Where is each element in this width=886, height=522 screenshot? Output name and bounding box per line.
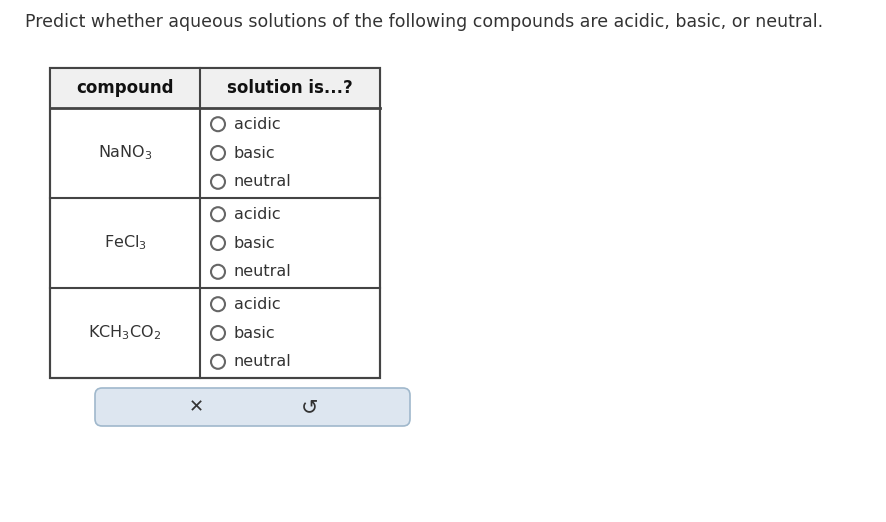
Circle shape xyxy=(211,355,225,369)
Text: solution is...?: solution is...? xyxy=(227,79,353,97)
Text: basic: basic xyxy=(234,326,276,340)
Text: basic: basic xyxy=(234,235,276,251)
Text: compound: compound xyxy=(76,79,174,97)
Text: FeCl$_3$: FeCl$_3$ xyxy=(104,234,146,252)
Text: basic: basic xyxy=(234,146,276,160)
Text: Predict whether aqueous solutions of the following compounds are acidic, basic, : Predict whether aqueous solutions of the… xyxy=(25,13,823,31)
Text: ✕: ✕ xyxy=(188,398,204,416)
Circle shape xyxy=(211,265,225,279)
Text: neutral: neutral xyxy=(234,264,291,279)
Circle shape xyxy=(211,117,225,131)
FancyBboxPatch shape xyxy=(95,388,410,426)
Text: neutral: neutral xyxy=(234,354,291,369)
Text: NaNO$_3$: NaNO$_3$ xyxy=(97,144,152,162)
Circle shape xyxy=(211,297,225,311)
Circle shape xyxy=(211,146,225,160)
Circle shape xyxy=(211,326,225,340)
Text: ↺: ↺ xyxy=(300,397,318,417)
Circle shape xyxy=(211,207,225,221)
Circle shape xyxy=(211,175,225,189)
Bar xyxy=(50,68,380,108)
Text: acidic: acidic xyxy=(234,207,281,222)
Text: acidic: acidic xyxy=(234,296,281,312)
Bar xyxy=(50,68,380,378)
Text: KCH$_3$CO$_2$: KCH$_3$CO$_2$ xyxy=(89,324,161,342)
Bar xyxy=(50,68,380,378)
Circle shape xyxy=(211,236,225,250)
Text: neutral: neutral xyxy=(234,174,291,189)
Text: acidic: acidic xyxy=(234,117,281,132)
